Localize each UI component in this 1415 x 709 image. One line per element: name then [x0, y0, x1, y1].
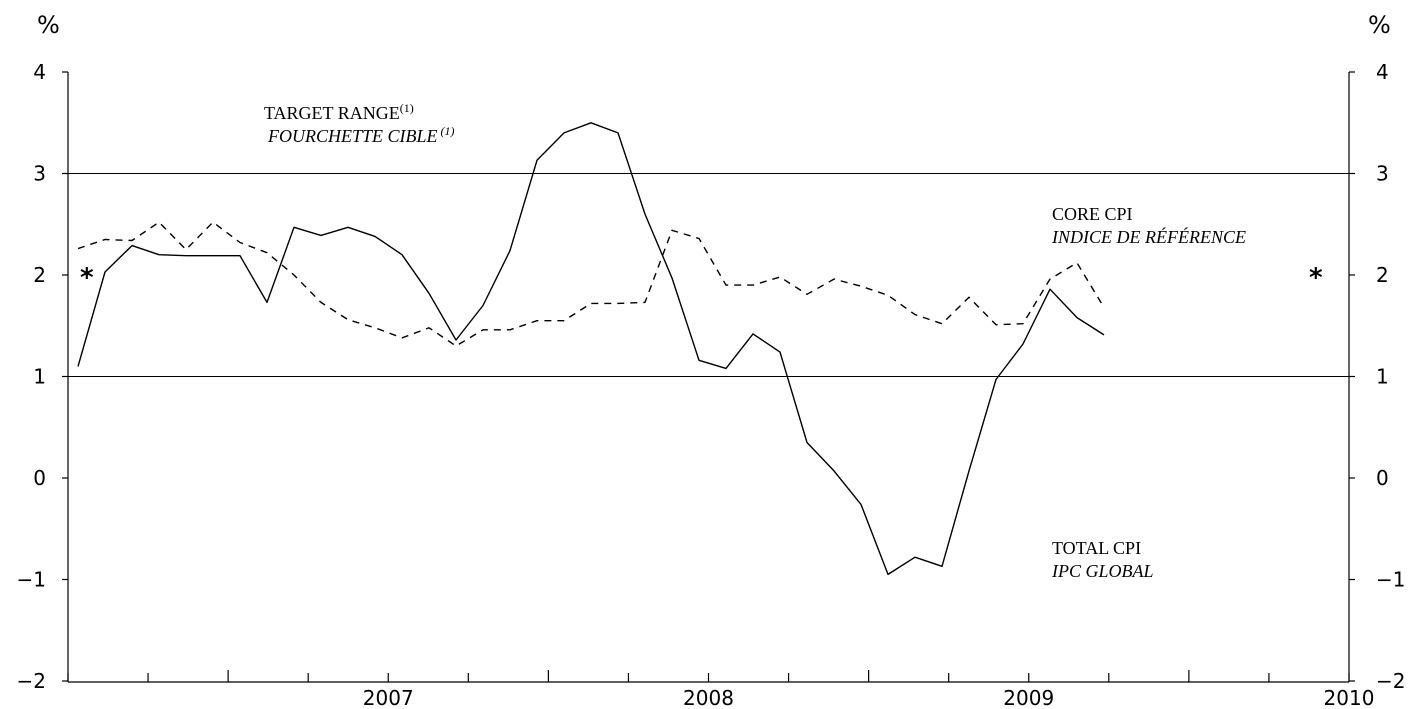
target-range-fr-text: FOURCHETTE CIBLE [267, 126, 438, 146]
core-cpi-line [77, 221, 1105, 347]
right-y-tick-label: 2 [1376, 263, 1389, 287]
midpoint-marker-right: * [1309, 263, 1323, 293]
target-range-en-text: TARGET RANGE [264, 103, 400, 123]
left-y-tick-label: 1 [33, 365, 46, 389]
left-y-tick-label: 4 [33, 60, 46, 84]
x-year-label: 2007 [363, 686, 414, 709]
left-y-tick-label: 2 [33, 263, 46, 287]
right-unit-label: % [1368, 11, 1391, 39]
total-cpi-label-fr: IPC GLOBAL [1051, 561, 1154, 581]
right-y-tick-label: 4 [1376, 60, 1389, 84]
left-y-tick-label: −1 [17, 568, 46, 592]
left-y-tick-label: −2 [17, 669, 46, 693]
target-range-label-en: TARGET RANGE(1) [264, 101, 414, 123]
right-y-tick-label: 1 [1376, 365, 1389, 389]
right-y-tick-label: 0 [1376, 466, 1389, 490]
right-y-tick-label: −1 [1376, 568, 1405, 592]
total-cpi-label-en: TOTAL CPI [1052, 538, 1141, 558]
x-year-label: 2009 [1003, 686, 1054, 709]
core-cpi-label-en: CORE CPI [1052, 204, 1133, 224]
axes: −2 −2 −1 −1 0 0 1 1 2 2 3 3 4 4 2007 2008 2009 2010 [17, 60, 1406, 709]
left-unit-label: % [37, 11, 60, 39]
target-range-lines [68, 173, 1349, 377]
total-cpi-line [77, 122, 1105, 576]
series-lines [77, 122, 1105, 576]
midpoint-marker-left: * [80, 263, 94, 293]
right-y-tick-label: −2 [1376, 669, 1405, 693]
x-year-label: 2010 [1324, 686, 1375, 709]
target-range-en-note: (1) [400, 101, 414, 115]
left-y-tick-label: 3 [33, 162, 46, 186]
right-y-tick-label: 3 [1376, 162, 1389, 186]
x-year-label: 2008 [683, 686, 734, 709]
left-y-tick-label: 0 [33, 466, 46, 490]
target-range-fr-note: (1) [441, 124, 455, 138]
core-cpi-label-fr: INDICE DE RÉFÉRENCE [1051, 226, 1246, 247]
target-range-label-fr: FOURCHETTE CIBLE (1) [267, 124, 455, 146]
